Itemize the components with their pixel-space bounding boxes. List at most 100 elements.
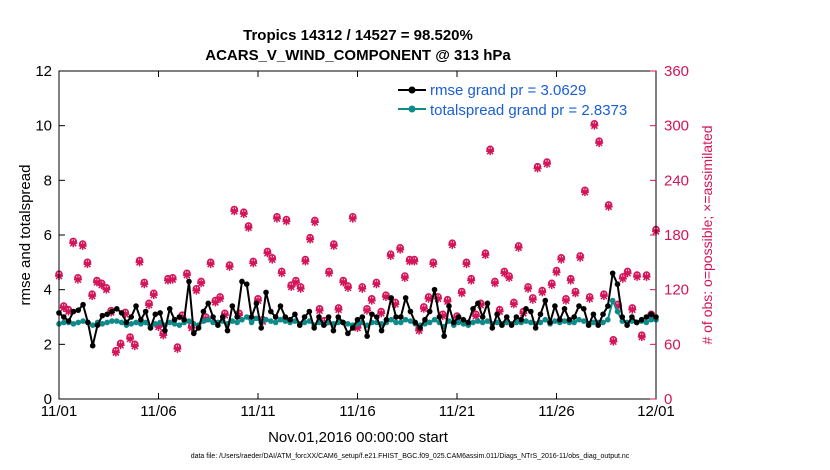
- rmse-point: [499, 322, 505, 329]
- totalspread-point: [133, 319, 139, 326]
- rmse-point: [335, 314, 342, 320]
- obs-assimilated-point: [268, 255, 277, 264]
- obs-assimilated-point: [580, 188, 589, 197]
- obs-assimilated-point: [249, 259, 258, 268]
- rmse-point: [528, 308, 534, 315]
- y-right-tick-label: 180: [664, 227, 689, 244]
- obs-assimilated-point: [344, 283, 353, 292]
- rmse-point: [412, 319, 419, 326]
- totalspread-point: [166, 319, 173, 326]
- rmse-point: [94, 322, 101, 329]
- obs-assimilated-point: [277, 269, 286, 278]
- obs-assimilated-point: [168, 275, 177, 284]
- obs-assimilated-point: [149, 291, 158, 300]
- rmse-point: [138, 316, 144, 323]
- totalspread-point: [609, 297, 616, 304]
- rmse-point: [465, 319, 472, 326]
- rmse-point: [186, 278, 192, 285]
- obs-assimilated-point: [486, 147, 495, 156]
- rmse-point: [142, 308, 149, 315]
- y-left-tick-label: 8: [44, 172, 52, 189]
- rmse-point: [417, 325, 423, 331]
- totalspread-point: [460, 321, 467, 327]
- rmse-point: [349, 325, 356, 331]
- totalspread-point: [643, 319, 650, 326]
- obs-assimilated-point: [419, 304, 428, 313]
- obs-assimilated-point: [528, 295, 537, 304]
- obs-assimilated-point: [391, 300, 400, 309]
- rmse-point: [215, 322, 221, 329]
- y-left-tick-label: 4: [44, 282, 52, 299]
- obs-assimilated-point: [187, 323, 196, 332]
- y-right-tick-label: 240: [664, 172, 689, 189]
- rmse-point: [489, 325, 496, 331]
- obs-assimilated-point: [500, 269, 509, 278]
- x-tick-label: 11/21: [439, 403, 475, 420]
- obs-assimilated-point: [381, 292, 390, 301]
- rmse-point: [576, 303, 582, 309]
- obs-assimilated-point: [206, 260, 215, 269]
- obs-assimilated-point: [538, 288, 547, 297]
- obs-assimilated-point: [159, 331, 168, 340]
- obs-assimilated-point: [272, 214, 281, 223]
- rmse-series: [56, 270, 659, 349]
- totalspread-point: [229, 318, 236, 324]
- totalspread-point: [552, 318, 558, 324]
- rmse-point: [89, 342, 96, 349]
- obs-assimilated-point: [220, 311, 229, 320]
- rmse-point: [638, 316, 645, 323]
- obs-assimilated-point: [244, 223, 253, 232]
- totalspread-point: [475, 318, 481, 324]
- obs-assimilated-point: [92, 278, 101, 287]
- x-axis-ticks: 11/01 11/06 11/11 11/16 11/21 11/26 12/01: [41, 71, 675, 420]
- rmse-point: [70, 308, 77, 315]
- obs-assimilated-point: [561, 296, 570, 305]
- totalspread-point: [470, 319, 476, 326]
- rmse-point: [152, 311, 159, 318]
- obs-assimilated-point: [197, 279, 206, 288]
- obs-assimilated-point: [97, 281, 106, 290]
- rmse-point: [446, 303, 452, 309]
- totalspread-point: [243, 314, 250, 320]
- totalspread-point: [528, 319, 534, 326]
- rmse-point: [364, 333, 370, 339]
- totalspread-point: [248, 319, 255, 326]
- rmse-point: [65, 318, 72, 324]
- rmse-point: [191, 330, 197, 337]
- totalspread-point: [455, 319, 462, 326]
- rmse-point: [61, 314, 67, 320]
- totalspread-point: [431, 316, 438, 323]
- y-right-tick-label: 120: [664, 282, 689, 299]
- totalspread-point: [542, 316, 549, 323]
- obs-assimilated-point: [386, 251, 395, 260]
- obs-assimilated-point: [599, 292, 608, 301]
- rmse-point: [503, 314, 510, 320]
- rmse-point: [345, 330, 351, 337]
- totalspread-point: [272, 319, 279, 326]
- rmse-point: [205, 300, 212, 307]
- obs-assimilated-point: [400, 273, 409, 282]
- y-right-tick-label: 0: [664, 391, 672, 408]
- y-right-tick-label: 300: [664, 118, 689, 135]
- rmse-point: [552, 303, 558, 309]
- y-axis-right-ticks: 0 60 120 180 240 300 360: [650, 63, 689, 408]
- rmse-point: [229, 303, 236, 309]
- obs-assimilated-point: [225, 262, 234, 271]
- rmse-point: [513, 314, 520, 320]
- rmse-point: [369, 311, 375, 318]
- rmse-point: [248, 314, 255, 320]
- totalspread-point: [407, 318, 414, 324]
- obs-assimilated-point: [476, 301, 485, 310]
- obs-assimilated-point: [623, 269, 632, 278]
- totalspread-point: [128, 321, 135, 327]
- rmse-point: [263, 289, 269, 296]
- rmse-point: [475, 300, 481, 307]
- rmse-point: [292, 311, 298, 318]
- y-left-tick-label: 0: [44, 391, 52, 408]
- rmse-point: [426, 308, 433, 315]
- rmse-point: [633, 319, 640, 326]
- obs-assimilated-point: [329, 241, 338, 250]
- legend-spread-marker: [408, 105, 416, 113]
- obs-assimilated-point: [509, 300, 518, 309]
- totalspread-point: [398, 319, 404, 326]
